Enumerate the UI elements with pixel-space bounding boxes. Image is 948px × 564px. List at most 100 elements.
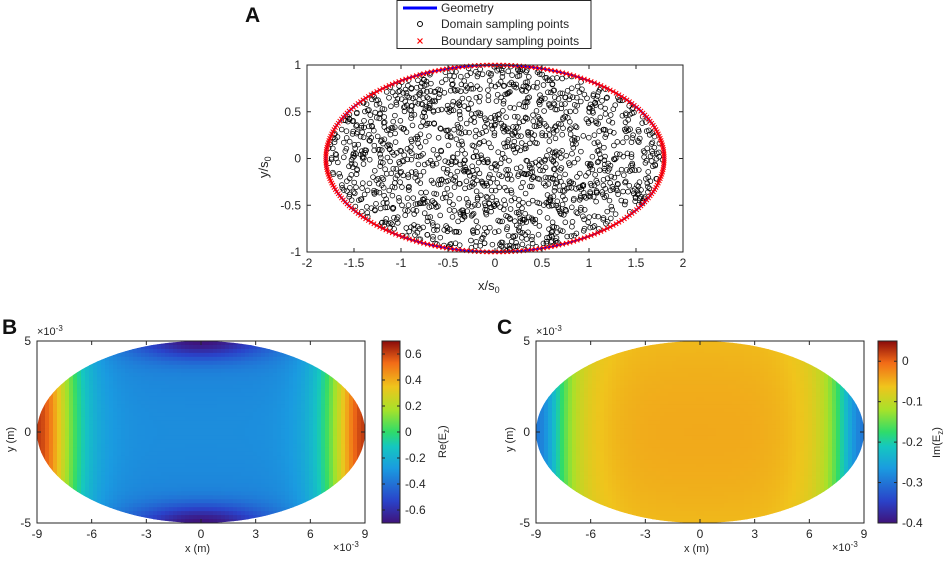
heatmap-cell (97, 463, 102, 469)
heatmap-cell (53, 475, 58, 481)
heatmap-cell (61, 372, 66, 378)
boundary-point (447, 246, 454, 252)
heatmap-cell (229, 396, 234, 401)
heatmap-cell (85, 356, 90, 362)
heatmap-cell (265, 451, 270, 457)
heatmap-cell (225, 487, 230, 492)
domain-point (465, 106, 472, 112)
heatmap-cell (181, 368, 186, 374)
heatmap-cell (213, 459, 218, 465)
domain-point (471, 153, 477, 160)
domain-point (393, 166, 400, 172)
heatmap-cell (49, 400, 54, 405)
heatmap-cell (309, 424, 314, 429)
domain-point (506, 81, 513, 88)
heatmap-cell (261, 435, 266, 441)
heatmap-cell (73, 491, 78, 496)
domain-point (477, 243, 484, 249)
heatmap-cell (153, 388, 158, 394)
heatmap-cell (245, 439, 250, 445)
heatmap-cell (201, 471, 206, 477)
heatmap-cell (133, 376, 138, 382)
heatmap-cell (241, 487, 246, 492)
heatmap-cell (221, 352, 226, 358)
heatmap-cell (181, 487, 186, 492)
domain-point (551, 153, 558, 160)
domain-point (408, 156, 415, 163)
heatmap-cell (157, 463, 162, 469)
heatmap-cell (137, 471, 142, 477)
heatmap-cell (145, 360, 150, 366)
heatmap-cell (249, 344, 254, 350)
heatmap-cell (169, 515, 174, 520)
boundary-point (536, 65, 543, 71)
heatmap-cell (201, 384, 206, 390)
heatmap-cell (281, 341, 286, 346)
domain-point (608, 203, 615, 210)
domain-point (562, 171, 568, 178)
heatmap-cell (173, 344, 178, 350)
heatmap-cell (149, 388, 154, 394)
heatmap-cell (285, 404, 290, 409)
heatmap-cell (53, 443, 58, 449)
domain-point (494, 180, 500, 186)
heatmap-cell (241, 364, 246, 370)
heatmap-cell (169, 404, 174, 409)
domain-point (431, 89, 438, 95)
heatmap-cell (77, 499, 82, 504)
heatmap-cell (89, 348, 94, 354)
domain-point (341, 139, 347, 146)
heatmap-cell (53, 372, 58, 378)
domain-point (334, 134, 341, 140)
heatmap-cell (73, 503, 78, 508)
heatmap-cell (285, 499, 290, 504)
domain-point (401, 108, 408, 115)
domain-point (413, 171, 419, 177)
heatmap-cell (281, 368, 286, 374)
domain-point (517, 147, 524, 154)
heatmap-cell (177, 495, 182, 500)
heatmap-cell (237, 503, 242, 508)
heatmap-cell (133, 424, 138, 429)
heatmap-cell (201, 467, 206, 473)
heatmap-cell (169, 459, 174, 465)
heatmap-cell (173, 420, 178, 425)
domain-point (389, 183, 396, 190)
heatmap-cell (213, 384, 218, 390)
boundary-point (585, 77, 591, 83)
heatmap-cell (145, 443, 150, 449)
domain-point (438, 177, 445, 183)
domain-point (503, 114, 509, 120)
domain-point (389, 192, 396, 199)
heatmap-cell (161, 507, 166, 512)
heatmap-cell (41, 455, 46, 461)
boundary-point (365, 93, 371, 100)
heatmap-cell (225, 511, 230, 516)
domain-point (550, 130, 557, 136)
heatmap-cell (181, 455, 186, 461)
heatmap-cell (221, 424, 226, 429)
heatmap-cell (149, 471, 154, 477)
heatmap-cell (165, 396, 170, 401)
heatmap-cell (285, 388, 290, 394)
heatmap-cell (281, 439, 286, 445)
heatmap-cell (37, 352, 42, 358)
heatmap-cell (185, 364, 190, 370)
heatmap-cell (101, 435, 106, 441)
domain-point (414, 178, 421, 184)
domain-point (502, 144, 508, 150)
heatmap-cell (101, 471, 106, 477)
heatmap-cell (261, 479, 266, 485)
heatmap-cell (241, 471, 246, 477)
heatmap-cell (125, 432, 130, 437)
heatmap-cell (245, 416, 250, 421)
heatmap-cell (309, 380, 314, 386)
heatmap-cell (261, 432, 266, 437)
heatmap-cell (173, 495, 178, 500)
boundary-point (588, 232, 594, 239)
heatmap-cell (81, 471, 86, 477)
heatmap-cell (121, 432, 126, 437)
heatmap-cell (245, 388, 250, 394)
domain-point (428, 80, 434, 87)
domain-point (629, 110, 635, 117)
